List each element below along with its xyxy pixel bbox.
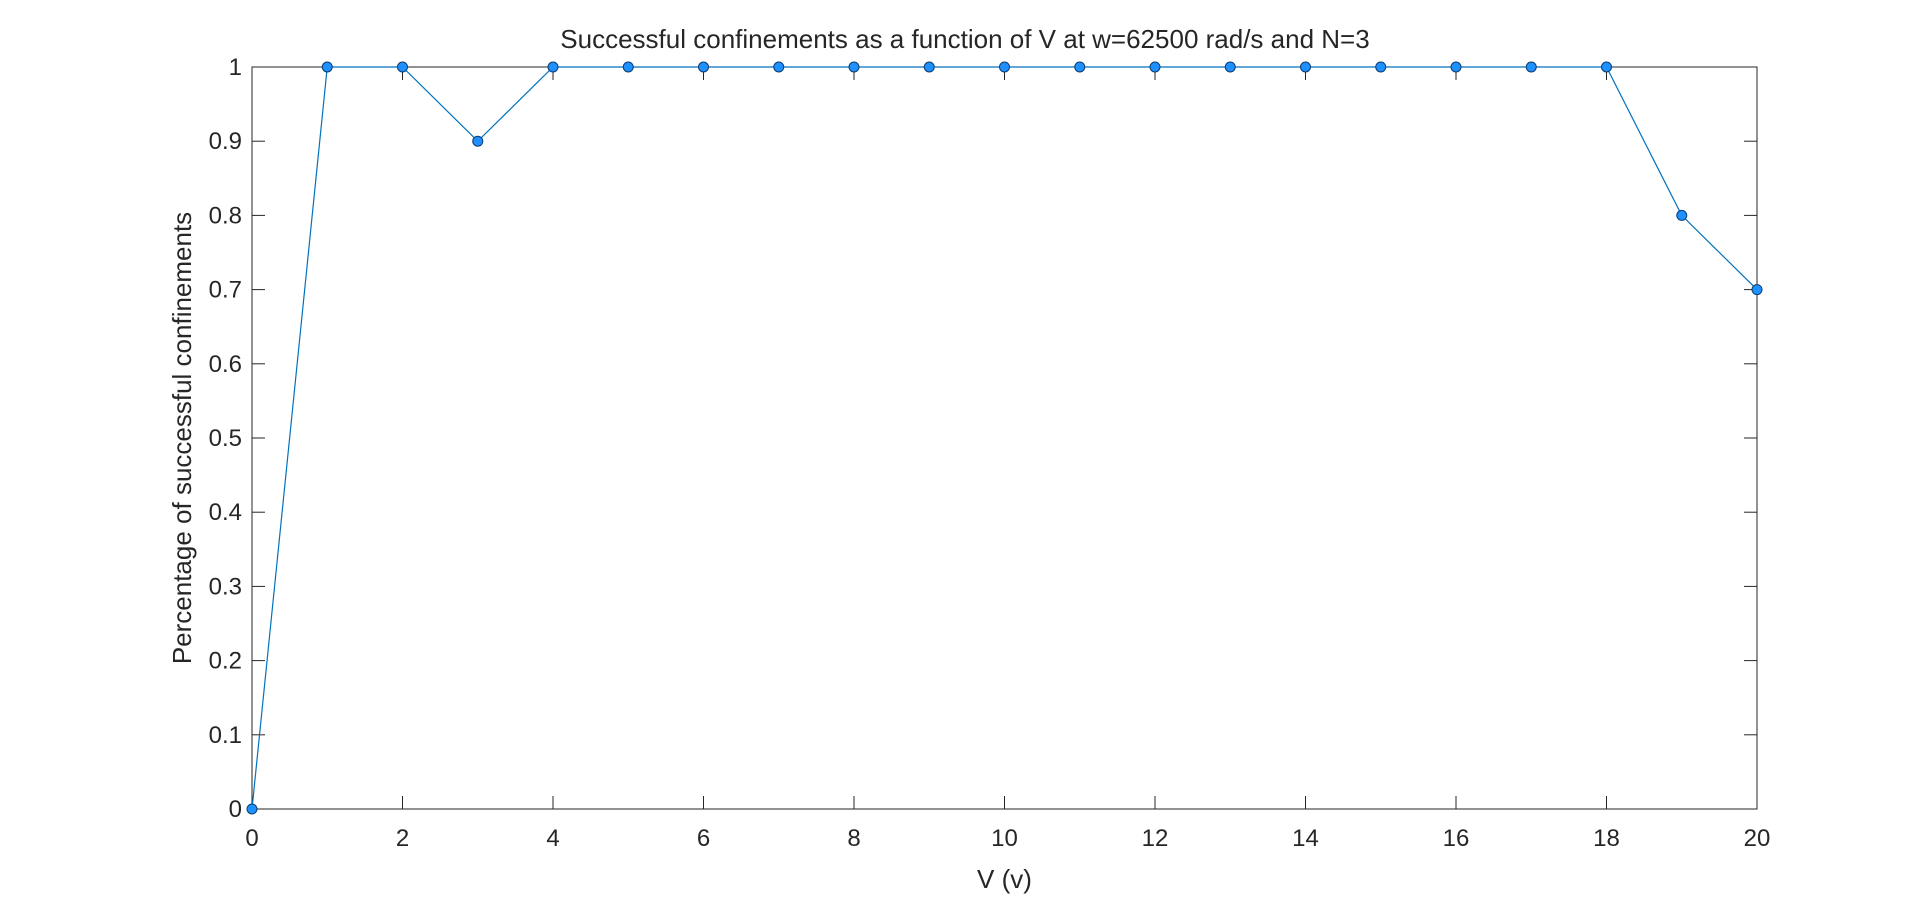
y-axis-label: Percentage of successful confinements <box>167 212 197 664</box>
data-point-2 <box>397 61 408 73</box>
x-tick-label-10: 20 <box>1744 825 1771 852</box>
data-point-13 <box>1224 61 1236 73</box>
data-point-8 <box>848 61 860 73</box>
data-point-1 <box>321 61 333 73</box>
data-point-7 <box>773 61 785 73</box>
x-tick-label-0: 0 <box>245 825 258 852</box>
y-tick-label-9: 0.9 <box>209 128 242 155</box>
x-tick-label-4: 8 <box>847 825 860 852</box>
data-point-14 <box>1300 61 1311 73</box>
y-tick-label-7: 0.7 <box>209 277 242 304</box>
data-point-19 <box>1676 209 1688 221</box>
y-tick-label-2: 0.2 <box>209 648 242 675</box>
x-tick-label-5: 10 <box>991 825 1018 852</box>
y-tick-label-5: 0.5 <box>209 425 242 452</box>
x-axis-label: V (v) <box>977 864 1032 894</box>
data-point-5 <box>622 61 634 73</box>
plot-area <box>251 66 1758 810</box>
series-markers <box>246 61 1763 815</box>
y-tick-label-1: 0.1 <box>209 722 242 749</box>
y-tick-label-4: 0.4 <box>209 499 242 526</box>
x-tick-label-8: 16 <box>1443 825 1470 852</box>
y-tick-label-3: 0.3 <box>209 573 242 600</box>
y-tick-label-6: 0.6 <box>209 351 242 378</box>
data-point-4 <box>547 61 559 73</box>
x-tick-label-2: 4 <box>546 825 559 852</box>
data-point-20 <box>1751 284 1763 296</box>
data-point-12 <box>1149 61 1161 73</box>
x-tick-label-7: 14 <box>1292 825 1319 852</box>
data-point-0 <box>246 803 258 815</box>
chart-title: Successful confinements as a function of… <box>560 24 1369 54</box>
x-tick-label-1: 2 <box>396 825 409 852</box>
data-point-3 <box>472 135 484 147</box>
data-point-10 <box>999 61 1010 73</box>
data-point-17 <box>1525 61 1537 73</box>
data-point-11 <box>1074 61 1086 73</box>
data-point-6 <box>698 61 709 73</box>
data-point-15 <box>1375 61 1387 73</box>
x-tick-label-9: 18 <box>1593 825 1620 852</box>
y-tick-label-10: 1 <box>229 54 242 81</box>
y-tick-label-0: 0 <box>229 796 242 823</box>
x-tick-label-6: 12 <box>1142 825 1169 852</box>
axis-tick-labels: 0 2 4 6 8 10 12 14 16 18 20 0 0.1 0.2 0.3 0.4 0.5 0.6 0.7 0… <box>209 54 1771 852</box>
data-point-18 <box>1601 61 1612 73</box>
data-point-16 <box>1450 61 1462 73</box>
x-tick-label-3: 6 <box>697 825 710 852</box>
y-tick-label-8: 0.8 <box>209 202 242 229</box>
data-point-9 <box>923 61 935 73</box>
